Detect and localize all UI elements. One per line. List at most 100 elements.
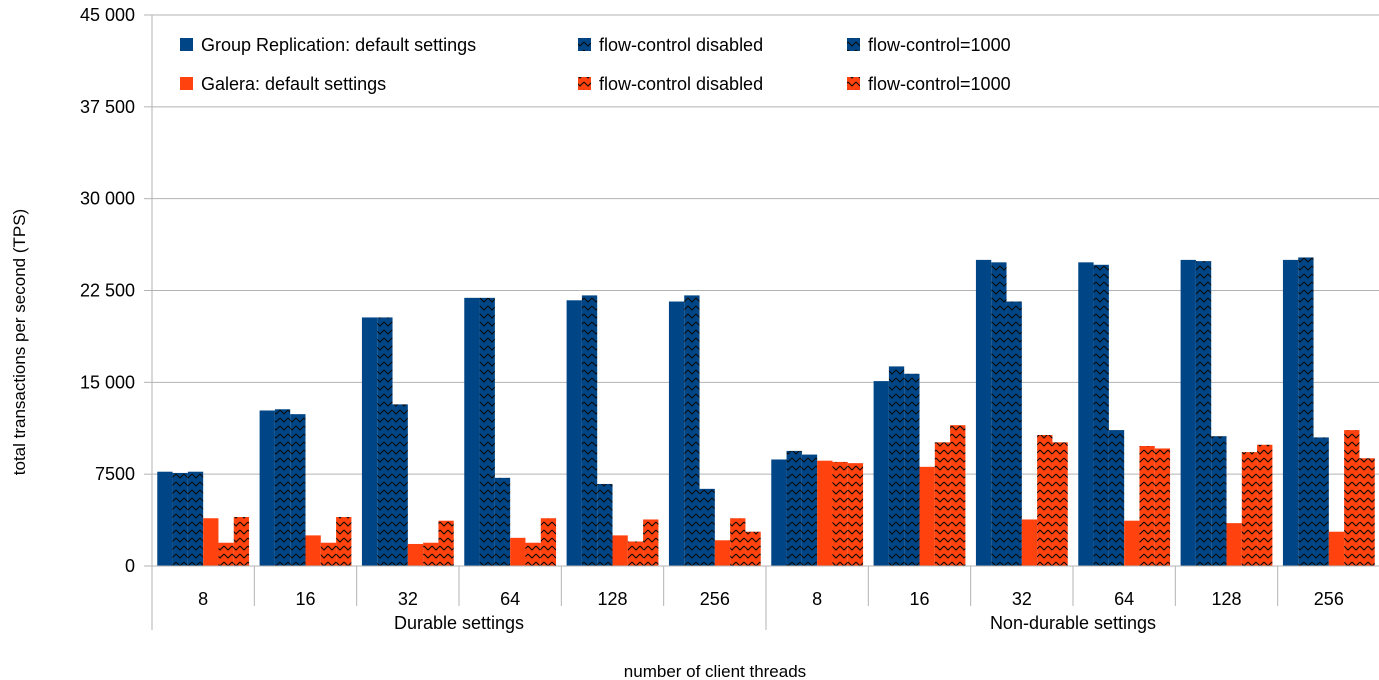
bar xyxy=(714,540,731,566)
x-tick-label: 64 xyxy=(1114,589,1134,609)
bar xyxy=(745,531,761,566)
axes xyxy=(144,14,1379,630)
y-tick-label: 0 xyxy=(125,556,135,576)
bar xyxy=(392,404,408,566)
bar xyxy=(233,517,250,566)
bar xyxy=(540,518,557,566)
bar xyxy=(1006,301,1022,566)
bar xyxy=(1154,448,1171,566)
y-tick-label: 22 500 xyxy=(80,281,135,301)
bar xyxy=(464,297,480,566)
bar xyxy=(1139,446,1155,566)
bar xyxy=(1037,434,1053,566)
bar xyxy=(336,517,352,566)
bar xyxy=(684,295,700,566)
legend-label: Group Replication: default settings xyxy=(201,35,476,55)
y-tick-label: 7500 xyxy=(95,464,135,484)
bar xyxy=(643,519,659,566)
y-tick-label: 45 000 xyxy=(80,5,135,25)
bar xyxy=(438,520,454,566)
legend-swatch xyxy=(847,77,860,90)
grid-lines xyxy=(152,14,1379,567)
bar xyxy=(1241,452,1258,566)
legend-swatch xyxy=(847,38,860,51)
bar xyxy=(847,463,864,566)
bar xyxy=(510,537,526,566)
bar xyxy=(172,472,188,566)
legend-label: flow-control disabled xyxy=(599,35,763,55)
x-tick-label: 128 xyxy=(597,589,627,609)
bar xyxy=(1052,442,1068,566)
y-tick-label: 37 500 xyxy=(80,97,135,117)
bar xyxy=(873,381,889,566)
y-tick-label: 30 000 xyxy=(80,189,135,209)
bar xyxy=(423,542,439,566)
x-tick-label: 256 xyxy=(700,589,730,609)
bar xyxy=(919,466,935,566)
bar xyxy=(203,518,219,566)
bar xyxy=(377,317,393,566)
bar xyxy=(1093,264,1109,566)
tick-labels: 0 7500 15 000 22 500 30 000 37 500 45 000 8 16 32… xyxy=(80,5,1344,633)
bar xyxy=(1124,520,1140,566)
bar xyxy=(1313,437,1329,566)
legend-label: flow-control disabled xyxy=(599,74,763,94)
legend-swatch xyxy=(180,38,193,51)
bar xyxy=(566,300,582,566)
bar xyxy=(786,450,802,566)
bar xyxy=(1195,261,1212,566)
bar xyxy=(290,414,306,566)
bar xyxy=(950,425,966,566)
bar xyxy=(597,483,613,566)
bar xyxy=(1078,262,1094,566)
bar xyxy=(305,535,321,566)
bar xyxy=(157,471,173,566)
bar xyxy=(361,317,378,566)
bar xyxy=(581,295,598,566)
x-tick-label: 32 xyxy=(1012,589,1032,609)
legend-label: flow-control=1000 xyxy=(868,74,1011,94)
bar xyxy=(1298,257,1314,566)
bar xyxy=(904,373,920,566)
bar xyxy=(817,460,833,566)
bar xyxy=(218,542,234,566)
x-axis-label: number of client threads xyxy=(624,662,806,680)
bar xyxy=(259,410,275,566)
legend-label: flow-control=1000 xyxy=(868,35,1011,55)
legend-label: Galera: default settings xyxy=(201,74,386,94)
bar xyxy=(832,461,848,566)
bar xyxy=(934,442,951,566)
bar xyxy=(771,459,787,566)
legend-swatch xyxy=(180,77,193,90)
bar xyxy=(479,297,495,566)
bar xyxy=(975,259,992,566)
bar xyxy=(1211,436,1227,566)
legend: Group Replication: default settings flow-… xyxy=(180,35,1011,94)
bar xyxy=(274,409,291,566)
bar xyxy=(612,535,628,566)
bar xyxy=(668,301,685,566)
bar xyxy=(494,477,511,566)
bar xyxy=(1359,458,1375,566)
x-tick-label: 8 xyxy=(198,589,208,609)
group-label: Durable settings xyxy=(394,613,524,633)
bar xyxy=(1226,523,1242,566)
bar xyxy=(991,262,1007,566)
bar xyxy=(1328,531,1345,566)
bar xyxy=(407,543,424,566)
x-tick-label: 64 xyxy=(500,589,520,609)
x-tick-label: 8 xyxy=(812,589,822,609)
bar xyxy=(627,541,644,566)
x-tick-label: 32 xyxy=(398,589,418,609)
x-tick-label: 256 xyxy=(1314,589,1344,609)
bar xyxy=(1021,519,1038,566)
bar xyxy=(1344,430,1360,566)
x-tick-label: 128 xyxy=(1211,589,1241,609)
bar xyxy=(801,454,818,566)
legend-swatch xyxy=(578,38,591,51)
x-tick-label: 16 xyxy=(295,589,315,609)
bar xyxy=(320,542,337,566)
y-tick-label: 15 000 xyxy=(80,372,135,392)
y-axis-label: total transactions per second (TPS) xyxy=(10,209,29,475)
bar xyxy=(1180,259,1196,566)
